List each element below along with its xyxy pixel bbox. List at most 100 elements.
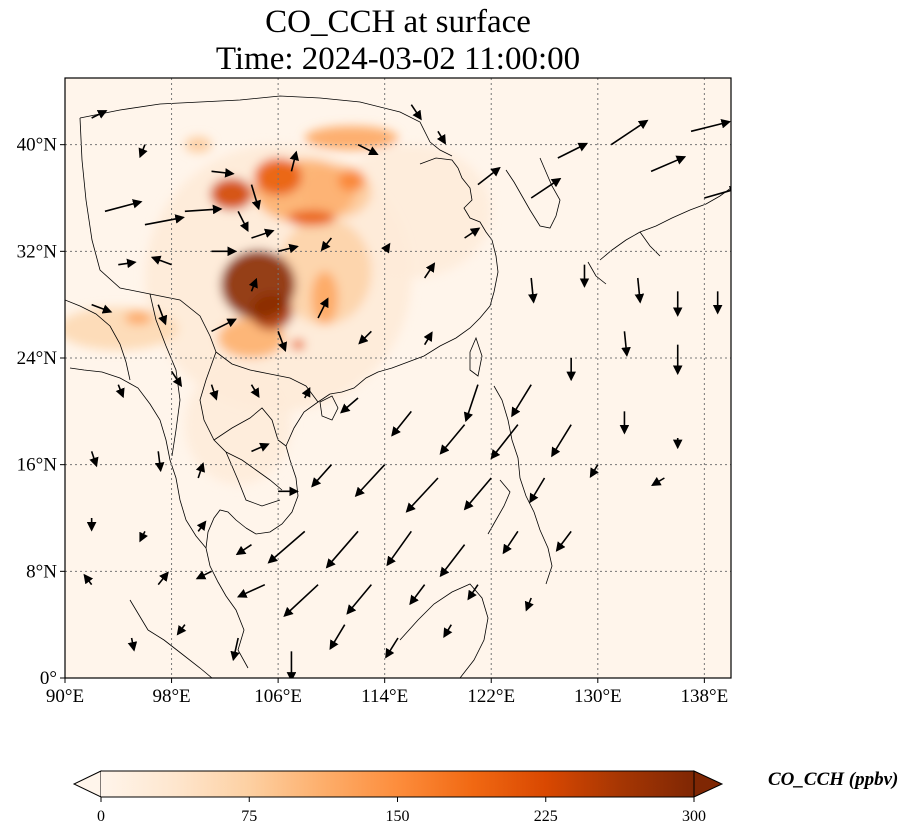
coastline-vietnam <box>245 393 331 535</box>
plume-patch <box>254 158 303 196</box>
wind-arrow <box>439 424 466 455</box>
wind-arrow <box>317 297 329 319</box>
wind-arrow <box>251 442 270 453</box>
plume-patch <box>311 271 339 325</box>
wind-arrow <box>690 119 731 133</box>
colorbar-ticks: 0 75 150 225 300 <box>97 797 706 825</box>
wind-arrow <box>83 573 94 586</box>
wind-arrow <box>410 104 422 121</box>
wind-arrow <box>357 143 379 155</box>
wind-arrow <box>651 476 665 487</box>
wind-arrow <box>127 637 138 652</box>
wind-arrow <box>138 144 148 159</box>
lat-tick-label: 16°N <box>17 455 58 476</box>
wind-arrow <box>289 150 299 172</box>
wind-arrow <box>409 584 426 606</box>
wind-arrow <box>170 370 183 388</box>
wind-arrow <box>634 277 645 304</box>
wind-arrow <box>436 130 446 145</box>
gridlines <box>65 78 731 678</box>
wind-arrow <box>115 384 125 399</box>
lon-tick-label: 98°E <box>152 686 190 707</box>
wind-arrow <box>236 583 266 598</box>
lat-tick-label: 40°N <box>17 135 58 156</box>
wind-arrow <box>530 177 562 199</box>
coastline-malay <box>69 367 207 549</box>
wind-arrow <box>118 258 137 269</box>
wind-arrow <box>477 166 501 186</box>
wind-vectors <box>83 104 731 678</box>
colorbar-tick-label: 150 <box>386 808 410 825</box>
wind-arrow <box>610 119 649 146</box>
wind-arrow <box>423 331 433 346</box>
coastline-philippines <box>487 385 553 585</box>
wind-arrow <box>91 303 113 314</box>
wind-arrow <box>490 424 519 460</box>
wind-arrow <box>621 331 631 357</box>
wind-arrow <box>524 597 534 612</box>
wind-arrow <box>463 477 492 511</box>
plume-patch <box>184 136 212 153</box>
wind-arrow <box>139 530 148 543</box>
colorbar-extend-low <box>72 770 102 798</box>
border-indochina <box>199 351 319 491</box>
border-myanmar <box>149 293 181 457</box>
lon-tick-label: 138°E <box>681 686 729 707</box>
wind-arrow <box>528 277 538 304</box>
wind-arrow <box>405 477 439 513</box>
coastline-thai-gulf <box>205 509 249 669</box>
wind-arrow <box>320 237 333 252</box>
lon-tick-label: 114°E <box>361 686 408 707</box>
plume-patch <box>291 339 305 350</box>
wind-arrow <box>195 462 206 479</box>
lat-tick-label: 24°N <box>17 348 58 369</box>
wind-arrow <box>176 624 187 636</box>
plume-patch <box>220 249 296 320</box>
wind-arrow <box>439 544 466 578</box>
wind-arrow <box>283 584 319 617</box>
colorbar: 0 75 150 225 300 <box>72 770 724 825</box>
wind-arrow <box>340 397 359 414</box>
wind-arrow <box>443 624 453 639</box>
colorbar-tick-label: 75 <box>241 808 257 825</box>
wind-arrow <box>250 184 261 211</box>
lat-tick-label: 32°N <box>17 241 58 262</box>
wind-arrow <box>704 185 731 199</box>
wind-arrow <box>237 210 249 232</box>
wind-arrow <box>423 262 436 279</box>
wind-arrow <box>104 199 143 213</box>
wind-arrow <box>385 637 399 659</box>
lon-tick-label: 106°E <box>254 686 302 707</box>
coastlines <box>65 95 731 678</box>
coastline-sumatra <box>129 599 213 678</box>
wind-arrow <box>551 424 572 458</box>
wind-arrow <box>157 571 169 586</box>
wind-arrow <box>248 277 258 292</box>
wind-arrow <box>467 584 479 601</box>
coastline-korea <box>505 157 561 229</box>
wind-arrow <box>277 331 288 353</box>
wind-arrow <box>195 570 212 580</box>
wind-arrow <box>251 228 275 239</box>
plume-patch <box>304 126 398 150</box>
wind-arrow <box>650 155 687 173</box>
colorbar-gradient <box>101 771 694 797</box>
wind-arrow <box>354 464 386 498</box>
wind-arrow <box>211 168 235 178</box>
wind-arrow <box>211 318 237 333</box>
wind-arrow <box>91 110 108 119</box>
plume-patch <box>65 307 179 350</box>
wind-arrow <box>311 464 332 488</box>
lon-tick-label: 122°E <box>467 686 515 707</box>
colorbar-tick-label: 300 <box>682 808 706 825</box>
map-figure: 0° 8°N 16°N 24°N 32°N 40°N 90°E 98°E 106°E 114°E… <box>17 77 732 707</box>
wind-arrow <box>154 451 165 473</box>
plume-patch <box>287 210 336 226</box>
wind-arrow <box>502 530 519 555</box>
colorbar-extend-high <box>693 770 724 798</box>
title-time: Time: 2024-03-02 11:00:00 <box>215 41 581 77</box>
wind-arrow <box>184 204 223 215</box>
wind-arrow <box>230 637 240 662</box>
lon-tick-label: 90°E <box>46 686 84 707</box>
wind-arrow <box>196 520 207 532</box>
